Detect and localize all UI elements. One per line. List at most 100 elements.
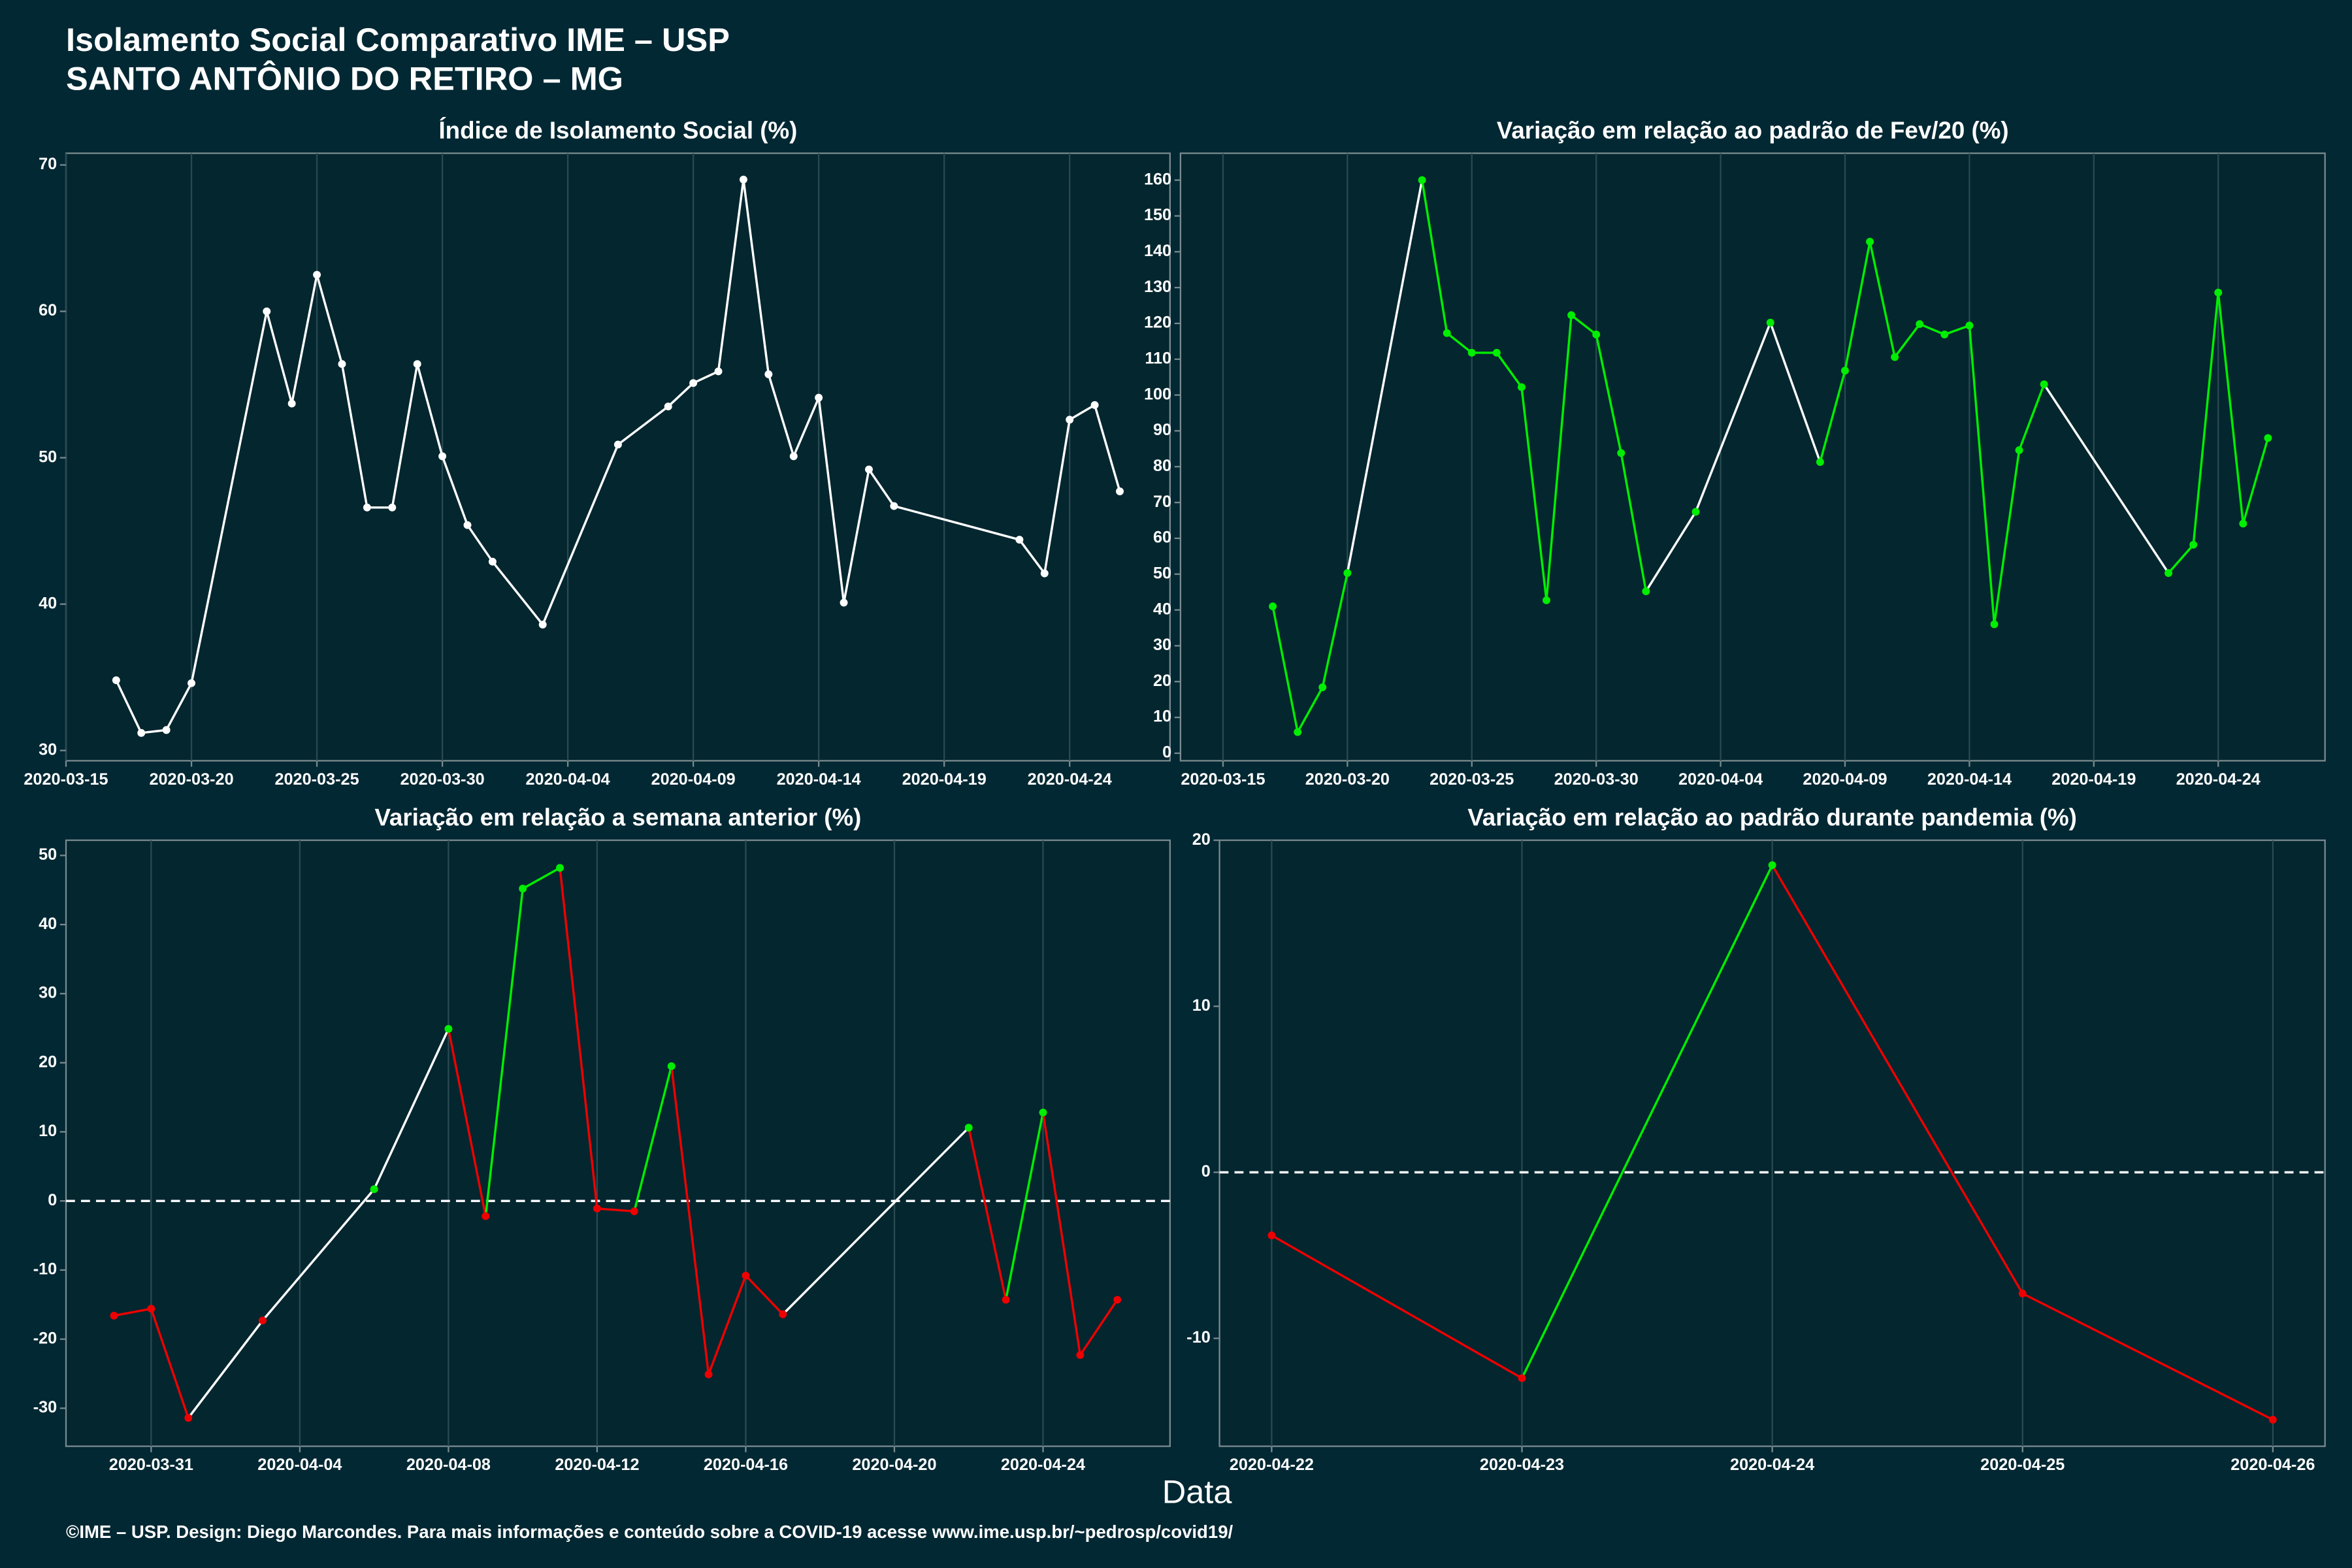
data-point — [2040, 380, 2048, 389]
y-tick-label: 20 — [1192, 830, 1211, 849]
line-segment — [1420, 180, 1448, 334]
data-point — [184, 1414, 193, 1422]
data-point — [1269, 602, 1277, 611]
data-point — [1318, 683, 1327, 691]
data-point — [259, 1316, 267, 1325]
data-point — [964, 1124, 973, 1132]
data-point — [413, 360, 421, 368]
line-segment — [792, 397, 820, 457]
y-tick-label: 80 — [1153, 457, 1171, 475]
y-tick-label: -10 — [33, 1260, 57, 1279]
x-tick-label: 2020-04-19 — [902, 770, 987, 789]
line-segment — [1968, 325, 1996, 625]
y-tick-label: 30 — [39, 984, 57, 1002]
line-segment — [522, 866, 561, 890]
line-segment — [745, 1275, 784, 1315]
data-point — [2214, 288, 2223, 297]
data-point — [1617, 449, 1625, 457]
data-point — [1990, 620, 1999, 629]
line-segment — [1545, 315, 1573, 600]
y-tick-label: 90 — [1153, 421, 1171, 439]
line-segment — [447, 1028, 487, 1217]
data-point — [1113, 1296, 1122, 1304]
y-tick-label: 40 — [39, 915, 57, 933]
data-point — [1841, 367, 1849, 375]
line-segment — [596, 1207, 634, 1213]
line-segment — [817, 397, 845, 603]
x-tick-label: 2020-03-30 — [1554, 770, 1639, 789]
data-point — [1816, 458, 1824, 466]
data-point — [162, 726, 171, 734]
y-tick-label: 60 — [39, 301, 57, 319]
line-segment — [340, 363, 368, 508]
data-point — [388, 503, 397, 512]
line-segment — [484, 888, 524, 1217]
data-point — [338, 360, 346, 368]
y-tick-label: 50 — [39, 448, 57, 466]
panel-title: Variação em relação ao padrão de Fev/20 … — [1497, 117, 2009, 144]
line-segment — [1520, 387, 1548, 600]
line-segment — [1771, 864, 2024, 1294]
data-point — [1039, 1108, 1047, 1117]
data-point — [704, 1370, 713, 1379]
x-tick-label: 2020-04-23 — [1480, 1456, 1564, 1474]
plot-area — [65, 839, 1171, 1447]
y-tick-label: 10 — [39, 1122, 57, 1140]
data-point — [1517, 383, 1526, 391]
x-tick-label: 2020-04-04 — [526, 770, 610, 789]
line-segment — [670, 1066, 710, 1375]
panel-title: Índice de Isolamento Social (%) — [438, 117, 797, 144]
data-point — [764, 370, 773, 378]
line-segment — [767, 374, 795, 457]
data-point — [2018, 1289, 2027, 1298]
x-tick-label: 2020-04-14 — [1927, 770, 2012, 789]
line-segment — [893, 504, 1020, 541]
data-point — [1267, 1231, 1276, 1239]
data-point — [538, 621, 547, 629]
data-point — [438, 452, 447, 461]
x-tick-label: 2020-04-08 — [406, 1456, 491, 1474]
line-segment — [1694, 322, 1772, 513]
data-point — [1518, 1374, 1526, 1382]
footer: ©IME – USP. Design: Diego Marcondes. Par… — [66, 1522, 1233, 1542]
line-segment — [1869, 241, 1896, 357]
data-point — [1076, 1351, 1085, 1360]
x-tick-label: 2020-03-20 — [1305, 770, 1390, 789]
data-point — [110, 1311, 118, 1320]
data-point — [370, 1185, 378, 1194]
line-segment — [842, 469, 870, 603]
line-segment — [1495, 351, 1523, 388]
line-segment — [1004, 1112, 1045, 1300]
y-tick-label: 70 — [39, 155, 57, 173]
y-tick-label: 0 — [1162, 743, 1171, 762]
data-point — [263, 307, 271, 316]
y-tick-label: 70 — [1153, 493, 1171, 511]
x-tick-label: 2020-03-20 — [149, 770, 233, 789]
line-segment — [115, 679, 142, 734]
line-segment — [742, 179, 770, 375]
line-segment — [667, 382, 694, 408]
line-segment — [316, 274, 344, 365]
y-tick-label: 40 — [1153, 600, 1171, 618]
y-tick-label: -30 — [33, 1398, 57, 1416]
x-tick-label: 2020-04-12 — [555, 1456, 639, 1474]
y-tick-label: -10 — [1186, 1328, 1211, 1347]
data-point — [1343, 569, 1352, 578]
data-point — [444, 1024, 453, 1033]
x-tick-label: 2020-04-26 — [2230, 1456, 2315, 1474]
x-tick-label: 2020-04-24 — [1001, 1456, 1085, 1474]
line-segment — [1893, 323, 1921, 358]
data-point — [147, 1305, 155, 1313]
data-point — [463, 521, 472, 529]
y-tick-label: 100 — [1144, 385, 1171, 403]
x-tick-label: 2020-04-24 — [1028, 770, 1112, 789]
data-point — [2268, 1416, 2277, 1424]
panel-title: Variação em relação ao padrão durante pa… — [1467, 804, 2077, 831]
line-segment — [968, 1127, 1007, 1300]
line-segment — [141, 728, 167, 734]
line-segment — [1571, 314, 1597, 336]
data-point — [1492, 348, 1501, 357]
data-point — [1642, 587, 1650, 596]
y-tick-label: 30 — [1153, 636, 1171, 654]
x-axis-label: Data — [1162, 1473, 1233, 1510]
